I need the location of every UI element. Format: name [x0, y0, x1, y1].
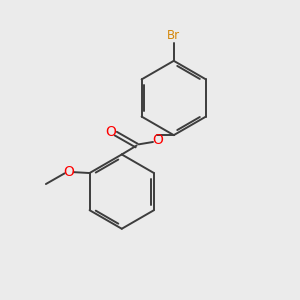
- Text: O: O: [63, 164, 74, 178]
- Text: O: O: [105, 125, 116, 139]
- Text: Br: Br: [167, 29, 180, 42]
- Text: O: O: [152, 133, 163, 147]
